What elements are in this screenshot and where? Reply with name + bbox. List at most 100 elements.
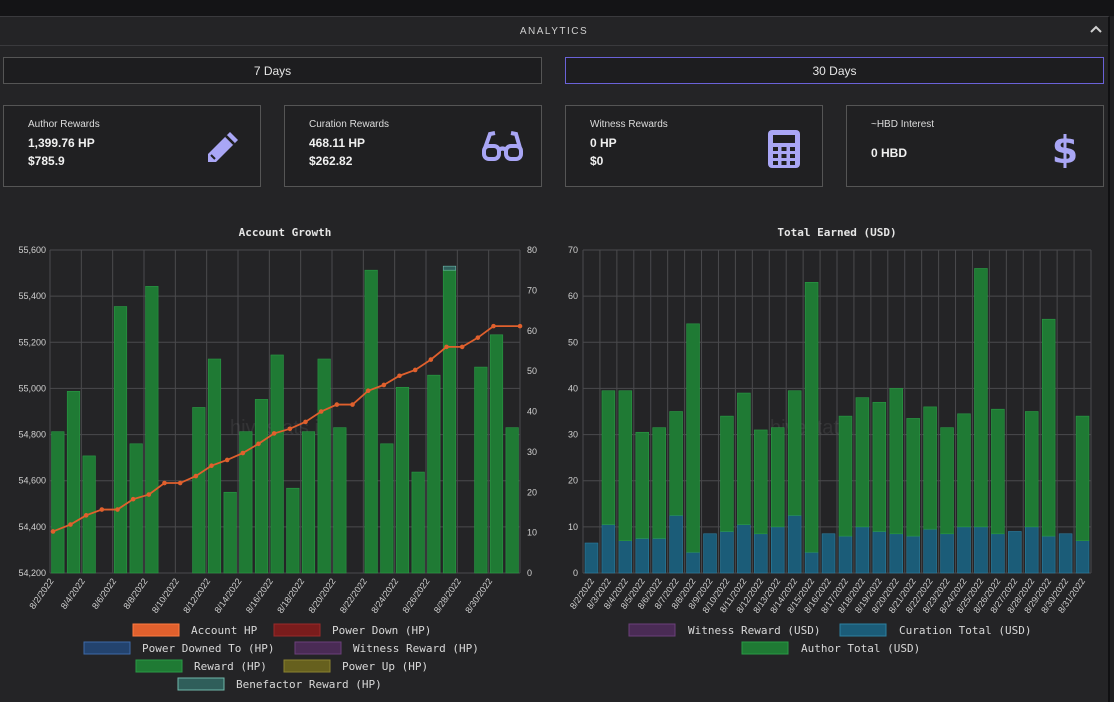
reward-bar (442, 269, 457, 574)
reward-bar (223, 491, 237, 574)
card-value-usd: $262.82 (309, 154, 353, 168)
benefactor-bar (442, 265, 457, 271)
y-left-tick-label: 54,800 (18, 430, 46, 440)
legend-label: Account HP (191, 624, 258, 637)
period-7-days-button[interactable]: 7 Days (3, 57, 542, 84)
author-bar (1024, 411, 1039, 528)
account-hp-point (412, 367, 418, 373)
x-tick-label: 8/2/2022 (27, 576, 55, 610)
account-hp-point (271, 431, 277, 436)
account-hp-point (115, 507, 120, 512)
curation-bar (821, 533, 836, 574)
period-30-days-button[interactable]: 30 Days (565, 57, 1104, 84)
curation-rewards-card: Curation Rewards 468.11 HP $262.82 (284, 105, 542, 187)
y-left-tick-label: 54,600 (18, 476, 46, 486)
reward-bar (129, 443, 143, 574)
legend-label: Curation Total (USD) (899, 624, 1031, 637)
reward-bar (51, 431, 65, 574)
account-hp-point (475, 335, 481, 340)
account-hp-point (444, 344, 449, 350)
legend-label: Power Downed To (HP) (142, 642, 274, 655)
account-hp-point (397, 373, 402, 379)
account-hp-point (365, 388, 371, 394)
account-hp-point (177, 480, 183, 486)
card-value-hbd: 0 HBD (871, 146, 908, 160)
curation-bar (872, 531, 887, 574)
y-right-tick-label: 20 (527, 487, 537, 497)
panel-title: ANALYTICS (519, 26, 589, 37)
account-hp-point (517, 323, 523, 329)
reward-bar (301, 431, 316, 574)
reward-bar (239, 431, 253, 574)
x-tick-label: 8/24/2022 (369, 576, 400, 615)
author-bar (635, 431, 650, 539)
reward-bar (411, 471, 425, 574)
x-tick-label: 8/30/2022 (463, 576, 494, 615)
legend-swatch (83, 641, 131, 655)
y-right-tick-label: 60 (527, 326, 537, 336)
account-hp-point (146, 492, 152, 497)
curation-bar (923, 528, 937, 574)
account-hp-point (381, 382, 387, 388)
curation-bar (906, 535, 920, 574)
curation-bar (669, 515, 683, 574)
legend-label: Benefactor Reward (HP) (236, 678, 382, 691)
curation-bar (940, 533, 954, 574)
reward-bar (113, 306, 128, 574)
y-tick-label: 70 (568, 245, 578, 255)
author-bar (618, 390, 633, 541)
card-label: Author Rewards (28, 119, 100, 130)
account-hp-point (303, 419, 308, 425)
panel-header[interactable]: ANALYTICS (0, 17, 1108, 46)
chevron-up-icon[interactable] (1090, 21, 1102, 37)
curation-bar (804, 551, 819, 574)
legend-label: Witness Reward (HP) (353, 642, 479, 655)
card-label: ~HBD Interest (871, 119, 935, 130)
author-bar (754, 429, 768, 535)
curation-bar (754, 533, 768, 574)
y-left-tick-label: 55,200 (18, 337, 46, 347)
y-tick-label: 30 (568, 430, 578, 440)
y-left-tick-label: 55,600 (18, 245, 46, 255)
curation-bar (703, 533, 717, 574)
legend-swatch (283, 659, 331, 673)
curation-bar (584, 542, 599, 574)
legend-swatch (741, 641, 789, 655)
x-tick-label: 8/22/2022 (338, 576, 369, 615)
legend-swatch (273, 623, 321, 637)
curation-bar (957, 526, 971, 574)
curation-bar (787, 515, 802, 574)
account-hp-point (491, 323, 496, 329)
x-tick-label: 8/14/2022 (212, 576, 243, 615)
author-bar (940, 427, 954, 535)
curation-bar (618, 540, 633, 574)
account-hp-point (209, 463, 214, 469)
reward-bar (505, 427, 519, 574)
curation-bar (1058, 533, 1073, 574)
author-bar (957, 413, 971, 528)
hbd-interest-card: ~HBD Interest 0 HBD $ (846, 105, 1104, 187)
author-rewards-card: Author Rewards 1,399.76 HP $785.9 (3, 105, 261, 187)
author-bar (737, 392, 751, 525)
svg-text:$: $ (1052, 128, 1078, 168)
reward-bar (192, 407, 206, 574)
top-bar (0, 0, 1114, 16)
author-bar (669, 411, 683, 516)
y-tick-label: 50 (568, 337, 578, 347)
glasses-icon (482, 131, 523, 161)
analytics-panel: ANALYTICS 7 Days 30 Days Author Rewards … (0, 16, 1110, 702)
reward-bar (207, 358, 222, 574)
author-bar (686, 323, 700, 553)
chart-title: Account Growth (239, 226, 332, 239)
x-tick-label: 8/10/2022 (150, 576, 181, 615)
card-value-hp: 1,399.76 HP (28, 136, 95, 150)
curation-bar (991, 533, 1005, 574)
x-tick-label: 8/28/2022 (432, 576, 463, 615)
account-hp-point (318, 409, 324, 414)
card-label: Witness Rewards (590, 119, 668, 130)
author-bar (974, 268, 988, 528)
reward-bar (489, 334, 504, 574)
reward-bar (145, 286, 159, 574)
account-hp-point (130, 496, 136, 502)
y-right-tick-label: 50 (527, 366, 537, 376)
